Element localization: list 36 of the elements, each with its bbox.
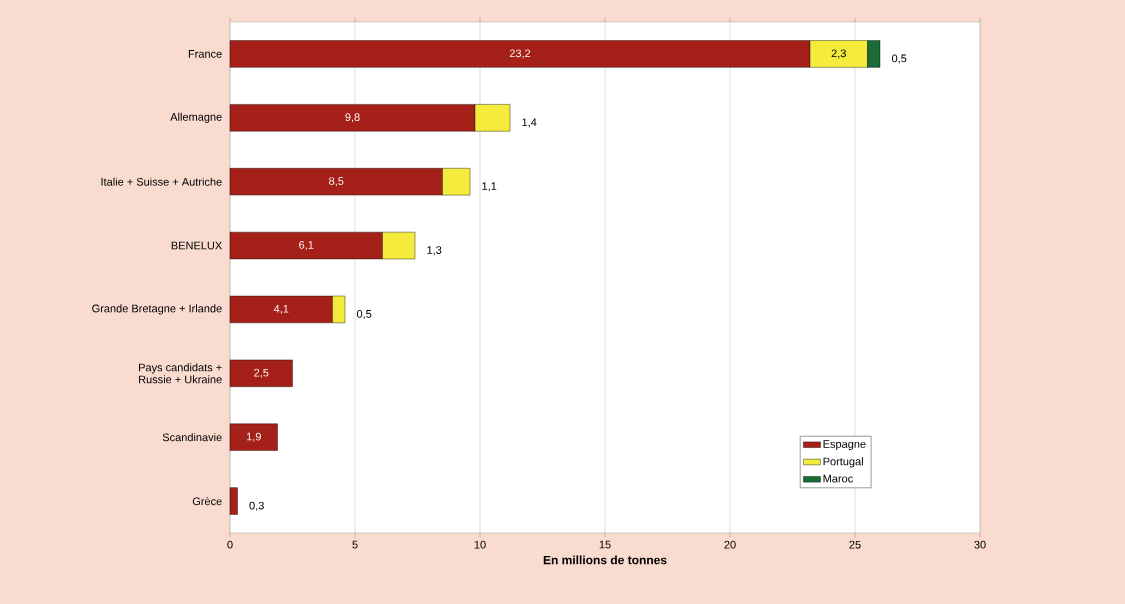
data-label: 0,5 bbox=[356, 310, 372, 320]
y-tick-label: Allemagne bbox=[170, 112, 222, 123]
legend-label: Espagne bbox=[823, 440, 866, 451]
y-tick-label: Pays candidats + Russie + Ukraine bbox=[139, 363, 222, 384]
legend-label: Portugal bbox=[823, 457, 863, 468]
data-label: 8,5 bbox=[329, 177, 344, 187]
data-label: 2,5 bbox=[254, 368, 269, 378]
x-axis-title: En millions de tonnes bbox=[543, 555, 667, 565]
data-label: 2,3 bbox=[831, 49, 846, 59]
data-label: 1,1 bbox=[482, 182, 497, 192]
data-label: 1,3 bbox=[427, 246, 442, 256]
data-label: 9,8 bbox=[345, 113, 360, 123]
y-tick-label: France bbox=[188, 50, 222, 58]
data-label: 1,9 bbox=[246, 432, 261, 442]
x-tick-label: 15 bbox=[599, 540, 611, 549]
x-tick-label: 0 bbox=[227, 540, 233, 549]
data-label: 0,3 bbox=[249, 501, 264, 511]
data-label: 0,5 bbox=[891, 54, 907, 64]
y-tick-label: Grèce bbox=[192, 496, 222, 506]
data-label: 4,1 bbox=[273, 304, 289, 314]
x-tick-label: 30 bbox=[974, 540, 986, 549]
x-tick-label: 20 bbox=[724, 540, 736, 549]
y-tick-label: BENELUX bbox=[171, 241, 222, 250]
y-tick-label: Grande Bretagne + Irlande bbox=[92, 304, 222, 315]
x-tick-label: 5 bbox=[352, 540, 358, 549]
data-label: 23,2 bbox=[509, 49, 531, 59]
bar bbox=[229, 487, 238, 515]
data-label: 1,4 bbox=[522, 118, 537, 128]
bar bbox=[229, 359, 293, 387]
bar bbox=[229, 423, 278, 451]
y-tick-label: Scandinavie bbox=[162, 433, 222, 442]
y-tick-label: Italie + Suisse + Autriche bbox=[101, 177, 222, 186]
legend-label: Maroc bbox=[823, 474, 853, 483]
x-tick-label: 25 bbox=[849, 540, 861, 549]
data-label: 6,1 bbox=[299, 241, 314, 251]
x-tick-label: 10 bbox=[474, 540, 486, 549]
